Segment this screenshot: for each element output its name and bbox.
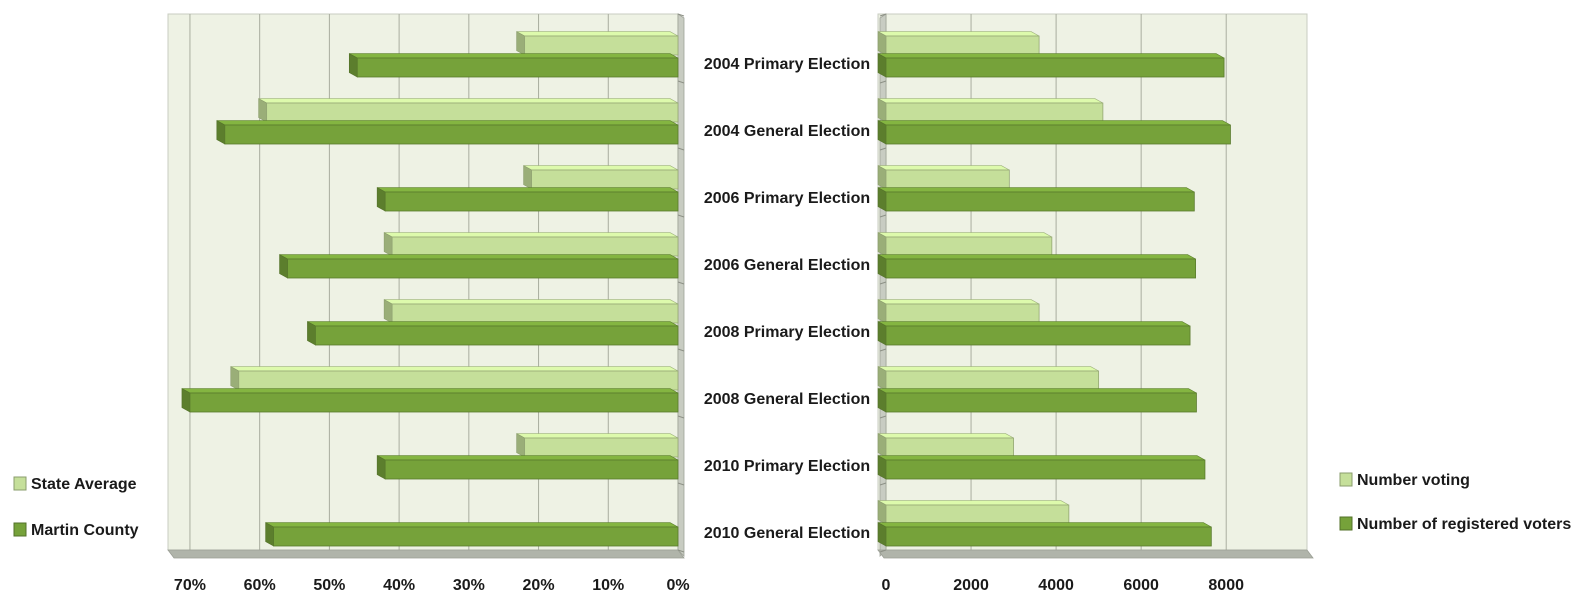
category-label-2006-general-election: 2006 General Election — [704, 257, 870, 274]
plot-floor — [877, 549, 1314, 559]
category-label-2004-general-election: 2004 General Election — [704, 123, 870, 140]
bar-state-average-5 — [383, 299, 679, 324]
bar-martin-county-7 — [376, 455, 679, 480]
bar-state-average-1 — [516, 31, 679, 56]
bar-martin-county-5 — [307, 321, 679, 346]
bar-number-voting-8 — [877, 500, 1070, 525]
bar-martin-county-6 — [181, 388, 679, 413]
plot-floor — [167, 549, 685, 559]
legend-swatch — [13, 476, 27, 491]
x-tick-label: 50% — [313, 577, 345, 594]
legend-item-martin-county: Martin County — [13, 522, 139, 539]
category-tick — [677, 549, 685, 553]
category-label-2010-primary-election: 2010 Primary Election — [704, 458, 870, 475]
category-tick — [879, 281, 887, 285]
bar-state-average-7 — [516, 433, 679, 458]
bar-number-voting-1 — [877, 31, 1040, 56]
legend-label: Number of registered voters — [1357, 516, 1571, 533]
percent-chart-legend: State Average Martin County — [13, 476, 139, 539]
category-tick — [677, 214, 685, 218]
category-tick — [879, 482, 887, 486]
bar-number-voting-6 — [877, 366, 1100, 391]
bar-number-voting-5 — [877, 299, 1040, 324]
bar-number-of-registered-voters-1 — [877, 53, 1225, 78]
bar-number-voting-7 — [877, 433, 1014, 458]
bar-number-of-registered-voters-2 — [877, 120, 1231, 145]
legend-item-number-voting: Number voting — [1339, 472, 1470, 489]
x-tick-label: 4000 — [1038, 577, 1074, 594]
category-label-2006-primary-election: 2006 Primary Election — [704, 190, 870, 207]
bar-number-of-registered-voters-7 — [877, 455, 1206, 480]
bar-number-of-registered-voters-4 — [877, 254, 1196, 279]
category-tick — [879, 348, 887, 352]
x-tick-label: 0% — [666, 577, 689, 594]
x-tick-label: 70% — [174, 577, 206, 594]
category-tick — [879, 415, 887, 419]
bar-martin-county-8 — [265, 522, 679, 547]
x-tick-label: 10% — [592, 577, 624, 594]
bar-martin-county-4 — [279, 254, 679, 279]
x-tick-label: 20% — [523, 577, 555, 594]
percent-chart: 0% 10% 20% 30% 40% 50% 60% 70% — [167, 13, 690, 594]
category-label-2004-primary-election: 2004 Primary Election — [704, 56, 870, 73]
category-tick — [677, 281, 685, 285]
bar-state-average-2 — [258, 98, 679, 123]
legend-item-state-average: State Average — [13, 476, 137, 493]
bar-state-average-6 — [230, 366, 679, 391]
legend-label: Number voting — [1357, 472, 1470, 489]
bar-number-voting-4 — [877, 232, 1053, 257]
x-tick-label: 0 — [882, 577, 891, 594]
category-tick — [677, 147, 685, 151]
category-tick — [879, 80, 887, 84]
bar-number-of-registered-voters-8 — [877, 522, 1212, 547]
legend-swatch — [1339, 516, 1353, 531]
bar-number-voting-2 — [877, 98, 1104, 123]
category-tick — [677, 80, 685, 84]
legend-swatch — [13, 522, 27, 537]
x-tick-label: 6000 — [1123, 577, 1159, 594]
category-tick — [677, 482, 685, 486]
x-tick-label: 2000 — [953, 577, 989, 594]
bar-number-voting-3 — [877, 165, 1010, 190]
category-label-2008-general-election: 2008 General Election — [704, 391, 870, 408]
bar-state-average-3 — [523, 165, 679, 190]
x-tick-label: 8000 — [1208, 577, 1244, 594]
bar-state-average-4 — [383, 232, 679, 257]
bar-number-of-registered-voters-3 — [877, 187, 1195, 212]
bar-number-of-registered-voters-5 — [877, 321, 1191, 346]
legend-item-number-of-registered-voters: Number of registered voters — [1339, 516, 1571, 533]
category-tick — [879, 549, 887, 553]
voter-count-chart-legend: Number voting Number of registered voters — [1339, 472, 1571, 533]
category-tick — [879, 147, 887, 151]
axis-wall — [677, 13, 685, 557]
bar-martin-county-3 — [376, 187, 679, 212]
category-label-2008-primary-election: 2008 Primary Election — [704, 324, 870, 341]
x-tick-label: 40% — [383, 577, 415, 594]
category-tick — [879, 13, 887, 17]
x-tick-label: 60% — [244, 577, 276, 594]
voter-count-chart: 0 2000 4000 6000 8000 — [877, 13, 1314, 594]
legend-label: Martin County — [31, 522, 139, 539]
bar-martin-county-2 — [216, 120, 679, 145]
x-tick-label: 30% — [453, 577, 485, 594]
category-tick — [677, 13, 685, 17]
bar-number-of-registered-voters-6 — [877, 388, 1197, 413]
category-labels: 2004 Primary Election 2004 General Electi… — [704, 56, 870, 542]
bar-martin-county-1 — [348, 53, 679, 78]
category-tick — [879, 214, 887, 218]
category-tick — [677, 415, 685, 419]
category-label-2010-general-election: 2010 General Election — [704, 525, 870, 542]
legend-swatch — [1339, 472, 1353, 487]
category-tick — [677, 348, 685, 352]
legend-label: State Average — [31, 476, 137, 493]
